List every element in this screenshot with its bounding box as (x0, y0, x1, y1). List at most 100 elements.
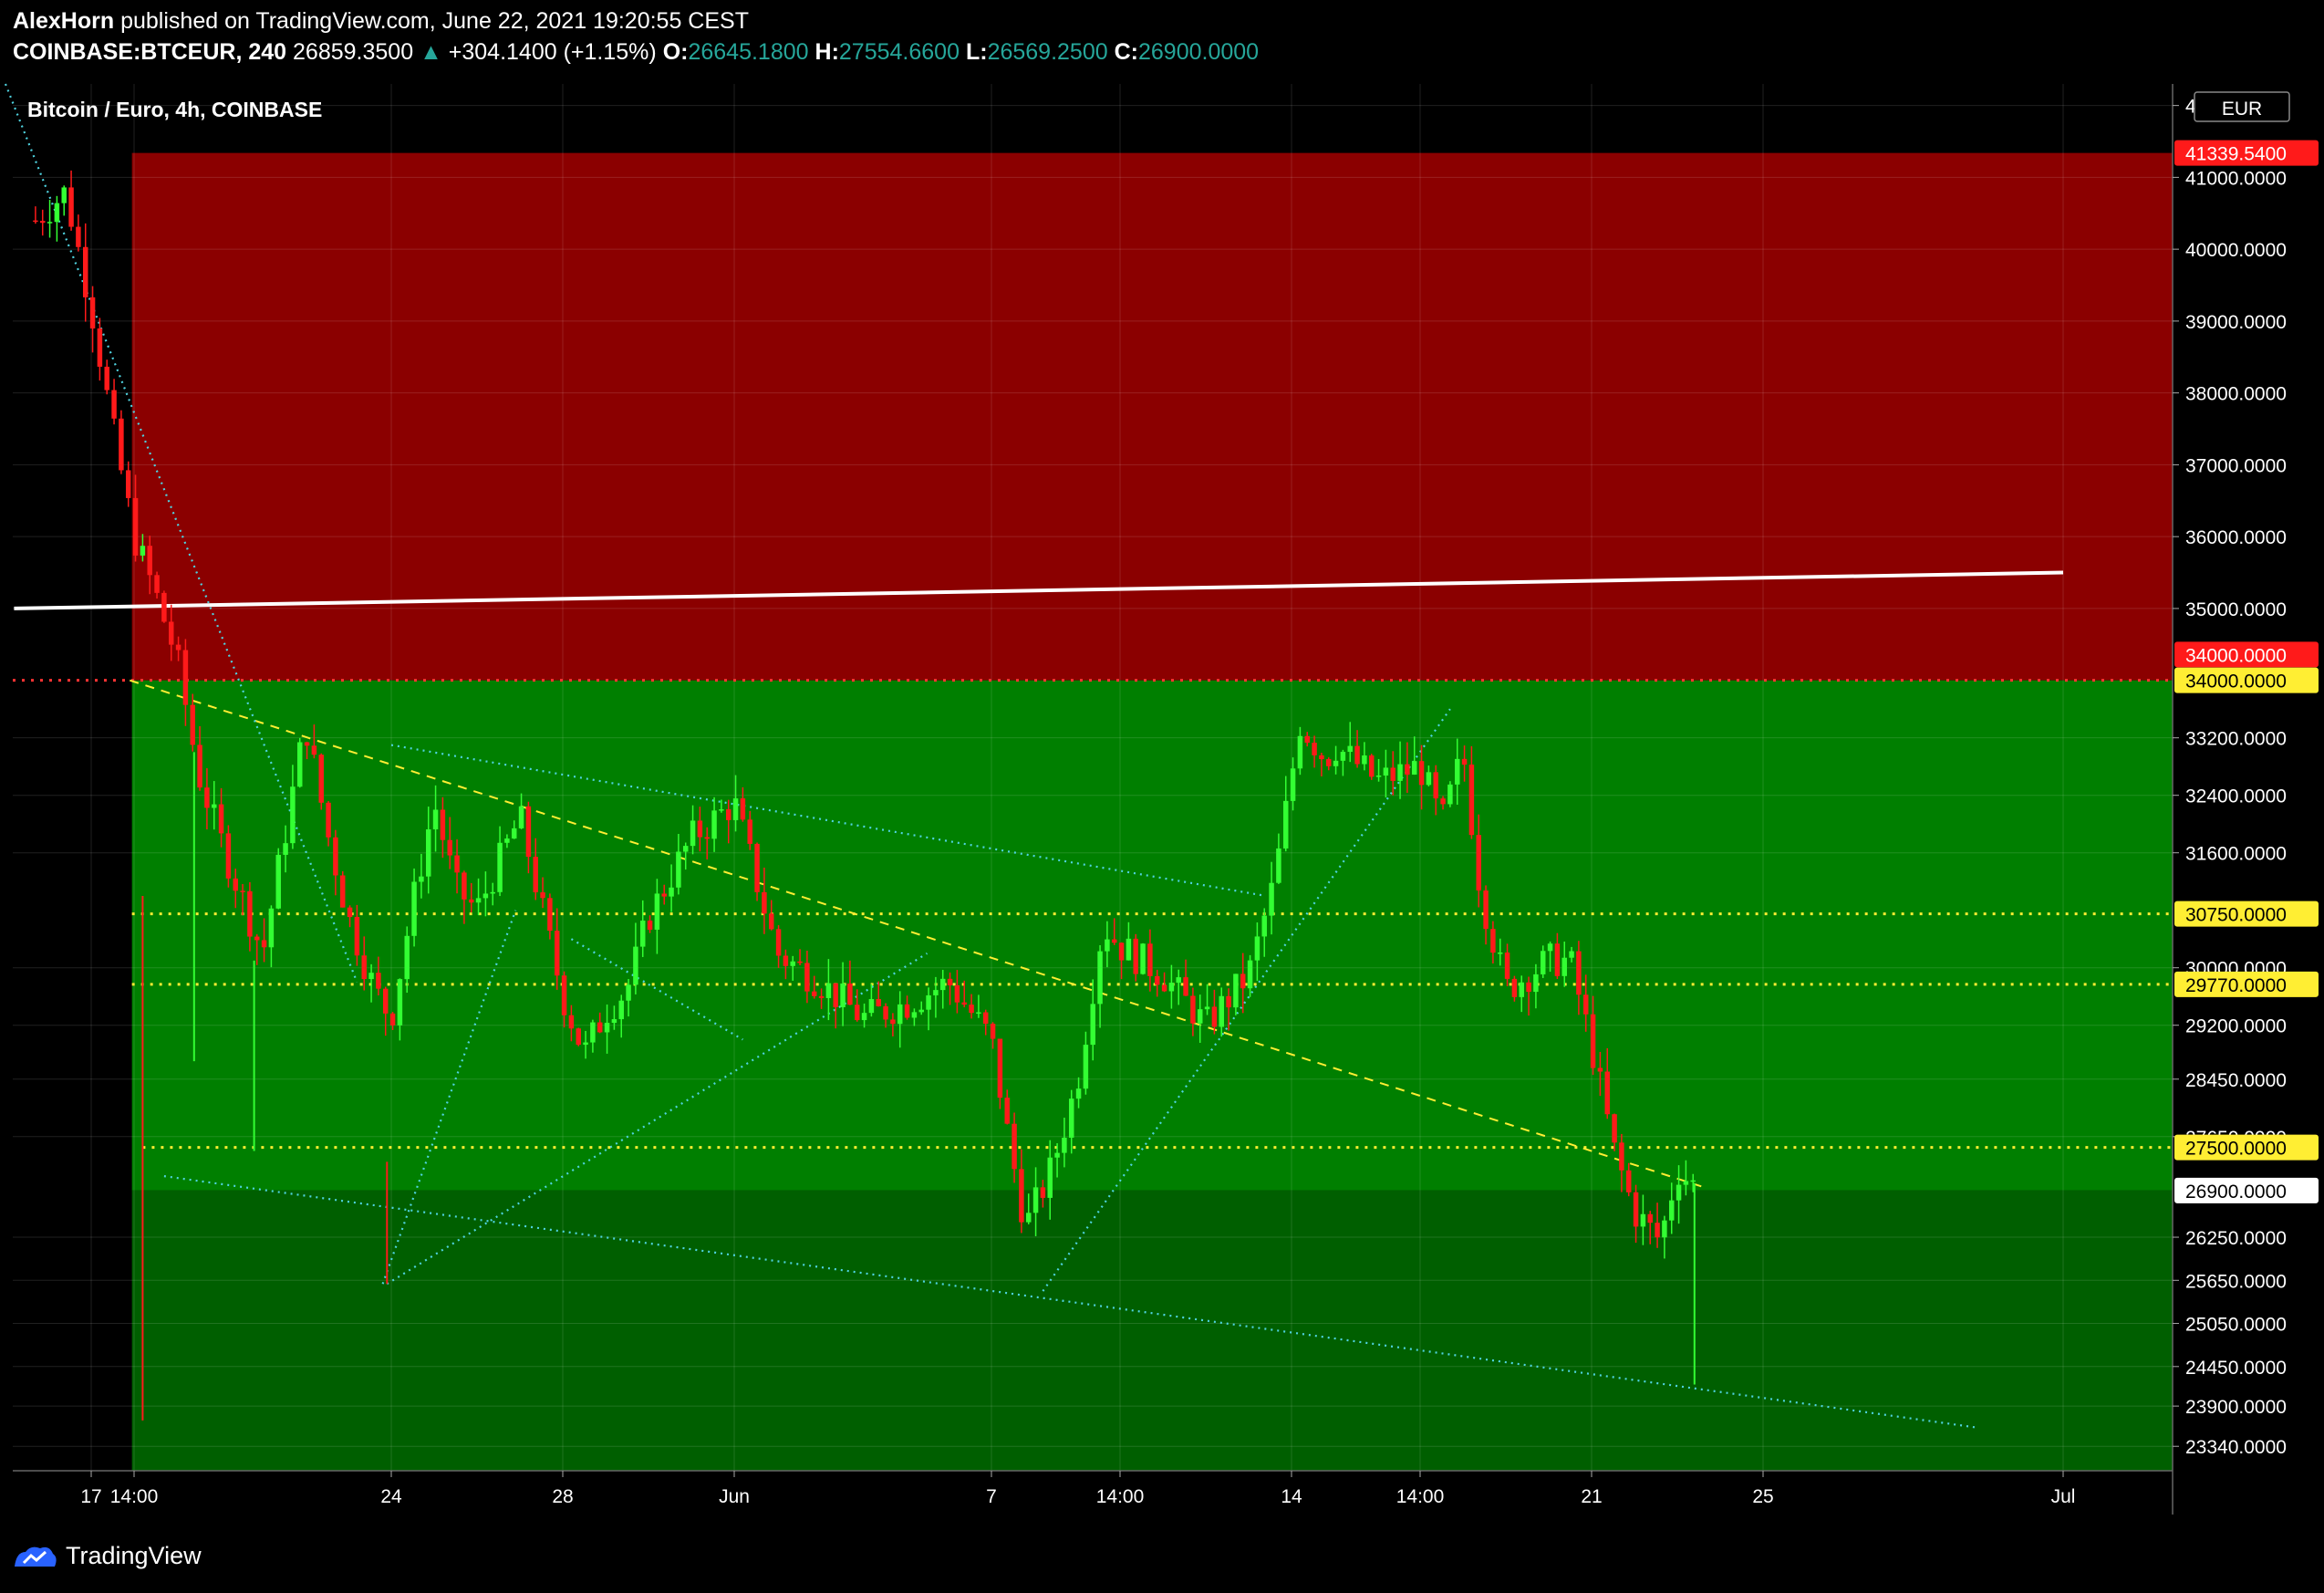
candle-body[interactable] (97, 328, 103, 367)
candle-body[interactable] (804, 963, 810, 992)
candle-body[interactable] (1597, 1067, 1603, 1072)
candle-body[interactable] (361, 955, 367, 980)
candle-body[interactable] (597, 1022, 603, 1033)
candle-body[interactable] (1526, 982, 1531, 993)
candle-body[interactable] (182, 650, 189, 705)
candle-body[interactable] (33, 220, 38, 223)
candle-body[interactable] (497, 842, 503, 892)
candle-body[interactable] (1261, 915, 1267, 937)
candle-body[interactable] (1625, 1170, 1632, 1192)
candle-body[interactable] (1282, 800, 1289, 849)
candle-body[interactable] (1461, 758, 1468, 765)
candle-body[interactable] (462, 872, 467, 900)
candle-body[interactable] (468, 899, 474, 903)
candle-body[interactable] (876, 999, 881, 1006)
candle-body[interactable] (204, 787, 210, 808)
candle-body[interactable] (611, 1019, 617, 1024)
candle-body[interactable] (304, 742, 310, 746)
candle-body[interactable] (1325, 759, 1332, 766)
candle-body[interactable] (1190, 995, 1196, 1024)
candle-body[interactable] (447, 839, 452, 856)
candle-body[interactable] (669, 887, 674, 897)
candle-body[interactable] (1226, 995, 1231, 1008)
candle-body[interactable] (1097, 951, 1103, 1005)
candle-body[interactable] (1433, 772, 1438, 799)
candle-body[interactable] (82, 246, 88, 297)
candle-body[interactable] (818, 995, 825, 998)
candle-body[interactable] (1418, 761, 1425, 786)
candle-body[interactable] (990, 1024, 996, 1039)
candle-body[interactable] (911, 1012, 918, 1018)
candle-body[interactable] (1047, 1157, 1053, 1198)
candle-body[interactable] (211, 804, 217, 808)
price-tag[interactable]: 30750.0000 (2174, 901, 2319, 927)
candle-body[interactable] (1012, 1123, 1017, 1170)
candle-body[interactable] (89, 297, 96, 329)
candle-body[interactable] (840, 983, 846, 1008)
candle-body[interactable] (825, 983, 832, 998)
candle-body[interactable] (654, 893, 660, 930)
candle-body[interactable] (732, 798, 739, 820)
candle-body[interactable] (247, 890, 253, 937)
candle-body[interactable] (233, 878, 238, 891)
candle-body[interactable] (1383, 767, 1389, 776)
candle-body[interactable] (525, 806, 532, 858)
candle-body[interactable] (504, 838, 510, 843)
candle-body[interactable] (533, 857, 538, 893)
candle-body[interactable] (725, 809, 731, 820)
candle-body[interactable] (933, 990, 939, 995)
price-chart[interactable]: 42041000.000040000.000039000.000038000.0… (0, 0, 2324, 1515)
candle-body[interactable] (475, 898, 482, 903)
candle-body[interactable] (976, 1012, 981, 1015)
candle-body[interactable] (1519, 982, 1524, 997)
candle-body[interactable] (540, 892, 545, 899)
candle-body[interactable] (1354, 745, 1360, 765)
candle-body[interactable] (311, 745, 317, 755)
candle-body[interactable] (676, 851, 681, 888)
candle-body[interactable] (626, 984, 631, 1001)
candle-body[interactable] (1668, 1200, 1675, 1221)
candle-body[interactable] (197, 744, 202, 788)
candle-body[interactable] (947, 978, 953, 985)
candle-body[interactable] (275, 854, 281, 909)
candle-body[interactable] (1390, 767, 1395, 781)
candle-body[interactable] (511, 828, 517, 839)
candle-body[interactable] (1154, 975, 1160, 985)
candle-body[interactable] (1197, 1009, 1203, 1024)
candle-body[interactable] (590, 1022, 596, 1043)
candle-body[interactable] (1161, 984, 1167, 992)
candle-body[interactable] (1168, 983, 1175, 992)
candle-body[interactable] (1497, 953, 1503, 954)
candle-body[interactable] (797, 961, 803, 963)
candle-body[interactable] (982, 1012, 989, 1025)
candle-body[interactable] (175, 644, 182, 651)
candle-body[interactable] (1640, 1213, 1646, 1227)
candle-body[interactable] (1111, 939, 1117, 943)
candle-body[interactable] (440, 809, 446, 840)
candle-body[interactable] (326, 802, 331, 838)
candle-body[interactable] (961, 1002, 967, 1005)
candle-body[interactable] (1612, 1114, 1617, 1143)
candle-body[interactable] (1540, 951, 1546, 974)
candle-body[interactable] (111, 390, 117, 419)
candle-body[interactable] (1405, 764, 1410, 775)
candle-body[interactable] (1297, 735, 1303, 769)
candle-body[interactable] (1183, 977, 1188, 996)
candle-body[interactable] (647, 921, 653, 930)
candle-body[interactable] (140, 546, 146, 556)
price-tag[interactable]: 41339.5400 (2174, 140, 2319, 166)
candle-body[interactable] (76, 226, 81, 247)
candle-body[interactable] (1590, 1014, 1596, 1068)
candle-body[interactable] (411, 881, 417, 936)
candle-body[interactable] (354, 917, 360, 956)
candle-body[interactable] (339, 875, 346, 908)
candle-body[interactable] (1569, 951, 1574, 958)
candle-body[interactable] (1133, 938, 1138, 974)
candle-body[interactable] (1032, 1187, 1039, 1213)
candle-body[interactable] (318, 755, 324, 803)
candle-body[interactable] (347, 907, 353, 918)
candle-body[interactable] (547, 898, 553, 932)
candle-body[interactable] (389, 1013, 396, 1026)
candle-body[interactable] (1090, 1004, 1095, 1046)
candle-body[interactable] (119, 418, 124, 471)
